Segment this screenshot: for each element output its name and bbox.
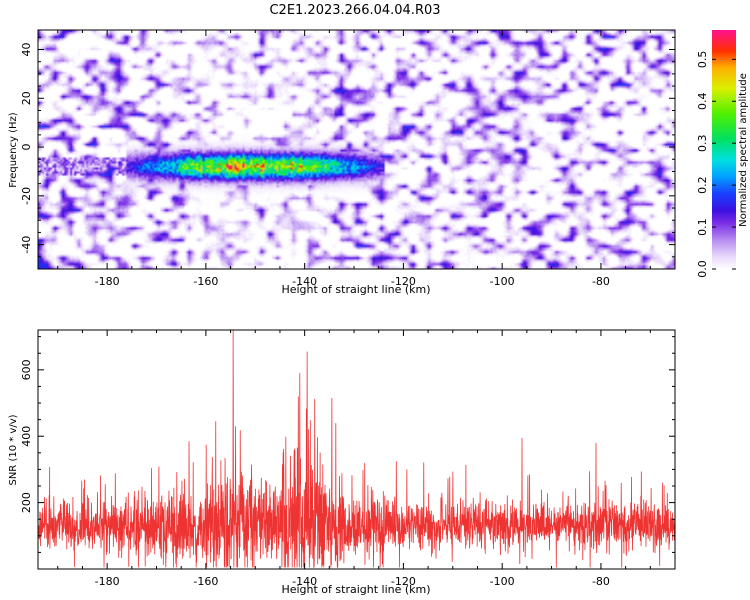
colorbar-tick-label: 0.5 [696,51,709,69]
snr-frame [37,329,676,570]
figure-title: C2E1.2023.266.04.04.R03 [269,3,440,18]
x-tick-label: -140 [292,575,317,588]
y-tick-label: -40 [20,236,33,254]
y-tick-label: 600 [20,359,33,380]
snr-series-line [37,329,676,568]
colorbar-tick-label: 0.1 [696,218,709,236]
y-tick-label: 200 [20,492,33,513]
colorbar-label: Normalized spectral amplitude [738,73,749,227]
y-tick-label: 40 [20,43,33,57]
spectrogram-frame [37,29,676,270]
snr-x-label: Height of straight line (km) [281,583,430,596]
colorbar-ticks: 0.0 0.1 0.2 0.3 0.4 0.5 [696,51,736,278]
snr-x-ticks: -180 -160 -140 -120 -100 -80 [57,330,676,588]
x-tick-label: -100 [490,275,515,288]
x-tick-label: -160 [193,275,218,288]
spectrogram-x-ticks: -180 -160 -140 -120 -100 -80 [57,30,676,288]
x-tick-label: -180 [95,575,120,588]
colorbar-scale [712,30,736,269]
snr-y-ticks: 200 400 600 [20,336,675,570]
x-tick-label: -180 [95,275,120,288]
colorbar-tick-label: 0.2 [696,176,709,194]
snr-y-label: SNR (10 * v/v) [8,414,19,485]
y-tick-label: 0 [20,144,33,151]
x-tick-label: -120 [391,275,416,288]
spectrogram-heatmap [38,30,675,269]
y-tick-label: 20 [20,91,33,105]
x-tick-label: -160 [193,575,218,588]
colorbar-tick-label: 0.4 [696,93,709,111]
x-tick-label: -80 [592,575,610,588]
spectrogram-x-label: Height of straight line (km) [281,283,430,296]
x-tick-label: -120 [391,575,416,588]
spectrogram-y-ticks: -40 -20 0 20 40 [20,36,675,270]
x-tick-label: -140 [292,275,317,288]
y-tick-label: -20 [20,187,33,205]
x-tick-label: -80 [592,275,610,288]
spectrogram-y-label: Frequency (Hz) [8,112,19,188]
colorbar-tick-label: 0.0 [696,260,709,278]
snr-panel: -180 -160 -140 -120 -100 -80 200 400 600 Height… [8,329,676,596]
y-tick-label: 400 [20,426,33,447]
spectrogram-panel: -180 -160 -140 -120 -100 -80 -40 -20 0 20 40 Heig… [8,29,676,296]
x-tick-label: -100 [490,575,515,588]
colorbar-tick-label: 0.3 [696,134,709,152]
colorbar: 0.0 0.1 0.2 0.3 0.4 0.5 Normalized spectral a… [696,30,749,278]
